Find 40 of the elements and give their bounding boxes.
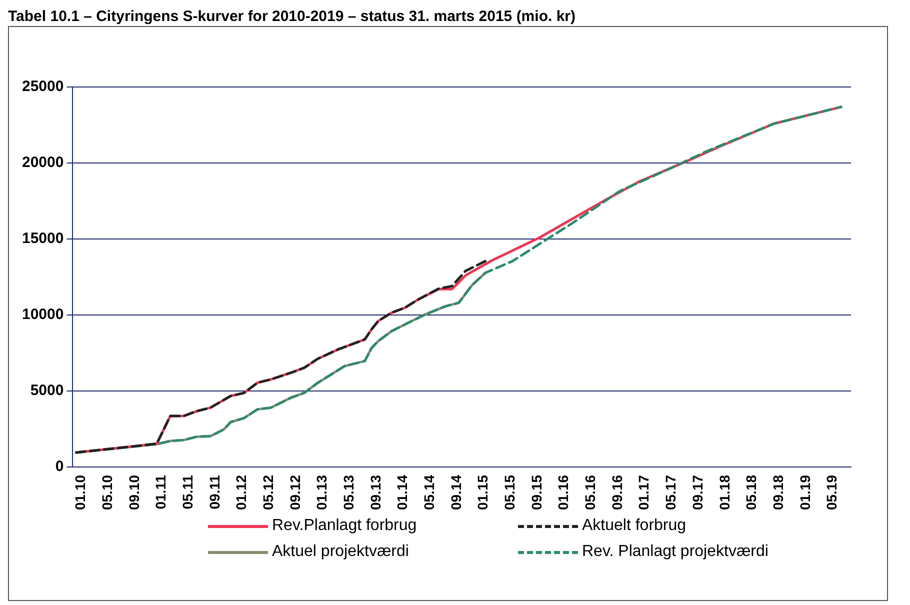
x-tick-label: 09.18: [770, 474, 786, 510]
x-tick-label: 05.19: [824, 474, 840, 510]
legend-label: Aktuel projektværdi: [272, 543, 409, 561]
x-tick-label: 09.14: [448, 474, 464, 510]
x-tick-label: 05.14: [421, 474, 438, 510]
legend-label: Rev.Planlagt forbrug: [272, 517, 417, 535]
x-tick-label: 05.13: [340, 474, 357, 510]
x-tick-label: 09.15: [528, 474, 544, 510]
x-tick-label: 01.19: [796, 474, 813, 510]
legend-label: Rev. Planlagt projektværdi: [582, 543, 768, 561]
x-tick-label: 01.18: [716, 474, 732, 510]
x-tick-label: 01.11: [152, 474, 169, 510]
y-tick-label: 10000: [22, 306, 64, 324]
x-tick-label: 09.17: [689, 474, 706, 510]
y-tick-label: 20000: [22, 154, 64, 172]
x-tick-label: 05.18: [743, 474, 760, 510]
x-tick-label: 09.12: [286, 474, 303, 510]
y-tick-label: 15000: [22, 230, 64, 248]
x-tick-label: 01.15: [474, 474, 491, 510]
x-tick-label: 05.16: [582, 474, 598, 510]
x-tick-label: 01.17: [636, 474, 652, 510]
x-tick-label: 05.10: [98, 474, 115, 510]
x-tick-label: 01.16: [555, 474, 572, 510]
x-tick-label: 09.13: [367, 474, 384, 510]
chart-title: Tabel 10.1 – Cityringens S-kurver for 2010-2019 – status 31. marts 2015 (mio. kr): [8, 8, 576, 26]
legend-label: Aktuelt forbrug: [582, 517, 686, 535]
x-tick-label: 01.14: [394, 474, 410, 510]
x-tick-label: 09.11: [206, 474, 222, 510]
y-tick-label: 25000: [22, 78, 64, 96]
x-tick-label: 09.10: [126, 474, 142, 510]
y-tick-label: 0: [55, 458, 64, 476]
x-tick-label: 05.17: [662, 474, 679, 510]
x-tick-label: 09.16: [608, 474, 625, 510]
x-tick-label: 05.11: [180, 474, 196, 510]
x-tick-label: 01.13: [314, 474, 330, 510]
x-tick-label: 01.10: [72, 474, 88, 510]
x-tick-label: 01.12: [233, 474, 250, 510]
x-tick-label: 05.15: [502, 474, 518, 510]
x-tick-label: 05.12: [260, 474, 276, 510]
y-tick-label: 5000: [30, 382, 64, 400]
